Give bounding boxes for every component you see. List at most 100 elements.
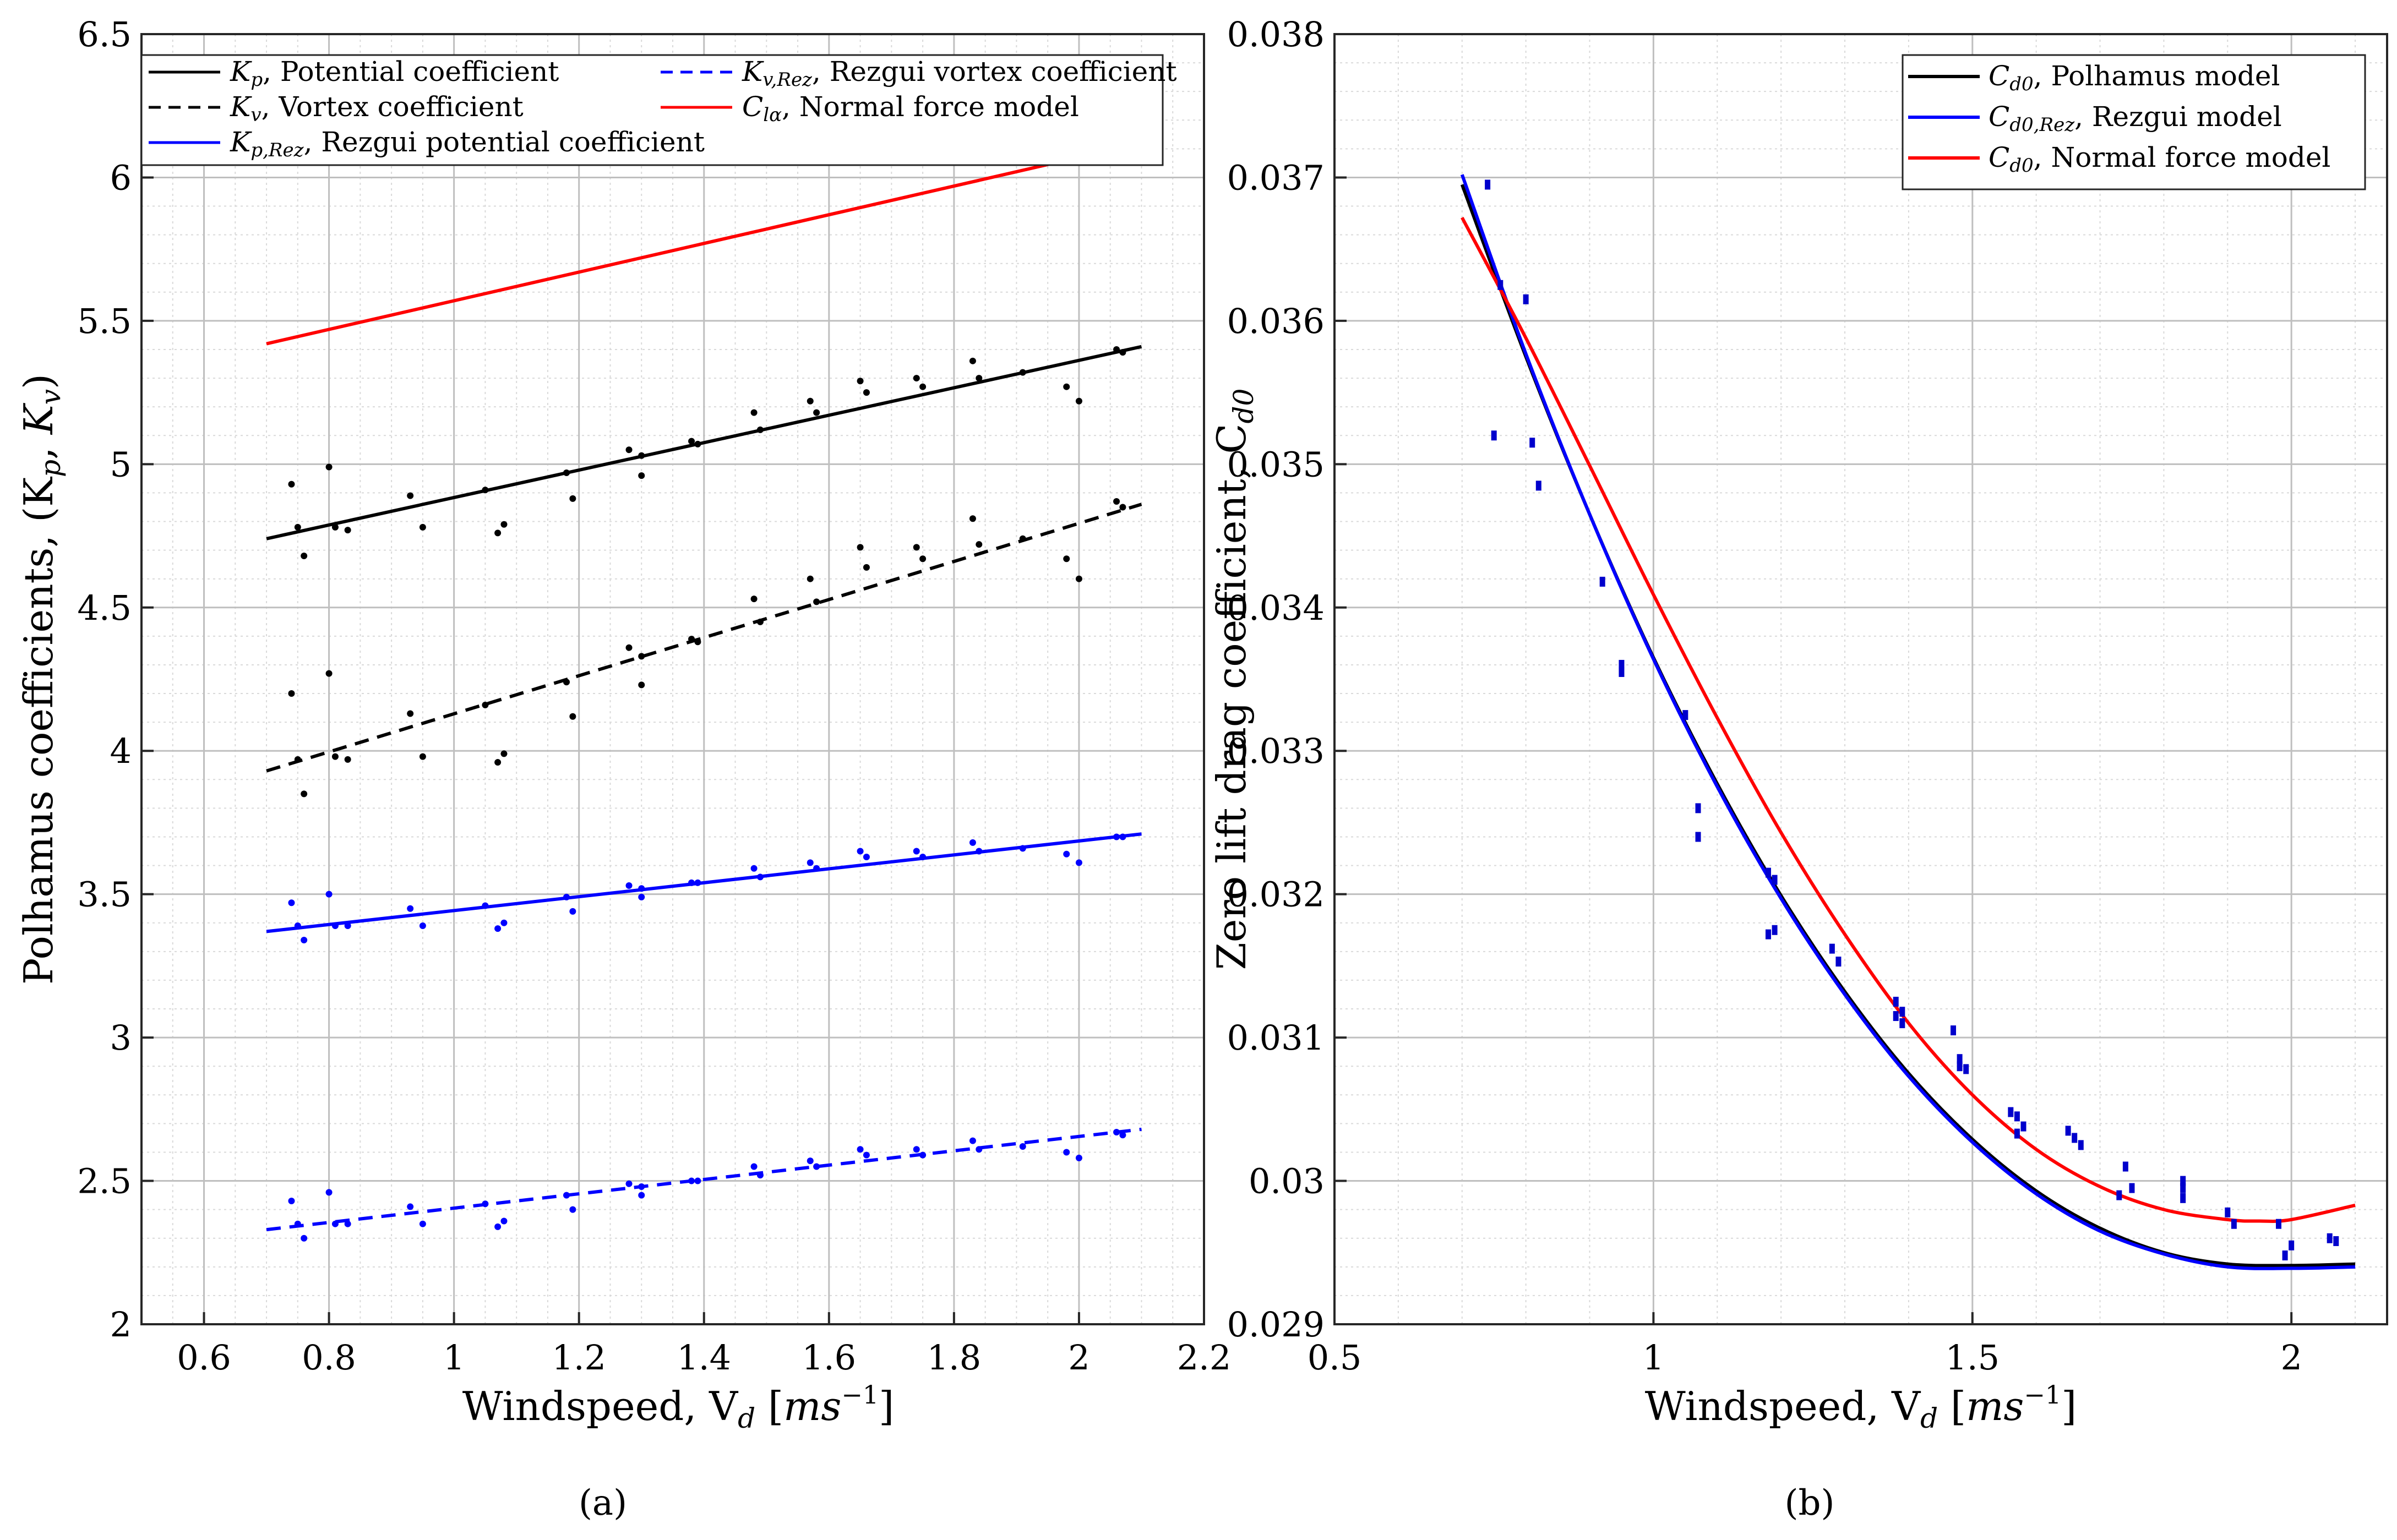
- data-point: [301, 937, 308, 944]
- data-point: [756, 1172, 764, 1179]
- data-point: [482, 1200, 489, 1208]
- data-point: [482, 487, 489, 494]
- panel-b-ticks: 0.5 1 1.5 2 0.029 0.03 0.031 0.032 0.033 0.034 0.0…: [1227, 14, 2302, 1378]
- data-point: [919, 853, 927, 860]
- panel-b-legend: Cd0, Polhamus model Cd0,Rez, Rezgui mode…: [1902, 54, 2366, 190]
- data-point: [2289, 1240, 2295, 1250]
- data-point: [1535, 480, 1541, 491]
- data-point: [694, 440, 701, 447]
- data-point: [419, 922, 426, 929]
- data-point: [1019, 1143, 1026, 1150]
- data-point: [625, 644, 633, 651]
- y-tick-label: 6.5: [77, 14, 132, 54]
- panel-b-grid: [1333, 33, 2387, 1325]
- data-point: [2180, 1193, 2186, 1203]
- data-point: [494, 529, 502, 537]
- y-tick-label: 0.03: [1249, 1161, 1325, 1202]
- fit-line-c-l-: [266, 141, 1142, 346]
- data-point: [563, 679, 570, 686]
- panel-a-data-points: [288, 346, 1126, 1242]
- panel-a-subfigure-label: (a): [579, 1483, 627, 1523]
- data-point: [688, 1177, 695, 1184]
- data-point: [1765, 867, 1771, 878]
- y-tick-label: 0.029: [1227, 1304, 1325, 1345]
- data-point: [407, 905, 414, 912]
- data-point: [969, 357, 976, 364]
- legend-kvrez: Kv,Rez, Rezgui vortex coefficient: [742, 56, 1177, 91]
- y-tick-label: 3: [110, 1018, 132, 1058]
- data-point: [563, 1192, 570, 1199]
- data-point: [638, 885, 645, 892]
- panel-a-ylabel: Polhamus coefficients, (Kp, Kv): [15, 374, 67, 985]
- y-tick-label: 0.037: [1227, 157, 1325, 198]
- y-tick-label: 6: [110, 157, 132, 198]
- data-point: [1075, 859, 1082, 866]
- data-point: [1599, 576, 1605, 587]
- data-point: [294, 922, 301, 929]
- y-tick-label: 0.035: [1227, 444, 1325, 484]
- panel-a-legend: Kp, Potential coefficient Kv, Vortex coe…: [140, 54, 1177, 166]
- y-tick-label: 3.5: [77, 875, 132, 915]
- legend-kv: Kv, Vortex coefficient: [230, 91, 524, 126]
- data-point: [325, 463, 333, 471]
- data-point: [344, 1220, 351, 1227]
- data-point: [1529, 438, 1535, 448]
- data-point: [500, 919, 508, 926]
- data-point: [688, 438, 695, 445]
- data-point: [294, 523, 301, 531]
- x-tick-label: 0.5: [1308, 1337, 1362, 1378]
- data-point: [2122, 1161, 2128, 1172]
- panel-a-xlabel: Windspeed, Vd [ms−1]: [462, 1380, 894, 1434]
- data-point: [494, 1223, 502, 1230]
- data-point: [807, 575, 814, 582]
- data-point: [863, 1151, 870, 1159]
- data-point: [331, 922, 339, 929]
- y-tick-label: 0.038: [1227, 14, 1325, 54]
- data-point: [569, 713, 576, 720]
- y-tick-label: 4.5: [77, 588, 132, 628]
- legend-pol: Cd0, Polhamus model: [1989, 60, 2280, 95]
- data-point: [2282, 1250, 2288, 1260]
- data-point: [1957, 1054, 1963, 1064]
- data-point: [625, 882, 633, 889]
- data-point: [2014, 1128, 2020, 1139]
- data-point: [638, 893, 645, 900]
- data-point: [1772, 875, 1778, 885]
- data-point: [331, 523, 339, 531]
- data-point: [301, 553, 308, 560]
- data-point: [1063, 555, 1070, 563]
- x-tick-label: 1.8: [927, 1337, 982, 1378]
- data-point: [1497, 280, 1503, 290]
- data-point: [1113, 346, 1120, 353]
- data-point: [1899, 1007, 1905, 1017]
- data-point: [1523, 294, 1529, 304]
- data-point: [913, 375, 920, 382]
- data-point: [688, 636, 695, 643]
- data-point: [756, 873, 764, 881]
- x-tick-label: 1.2: [552, 1337, 606, 1378]
- data-point: [694, 879, 701, 886]
- data-point: [1119, 504, 1126, 511]
- curve-c-d0-normal-force-model: [1461, 216, 2356, 1223]
- curve-c-d0-rez-rezgui-model: [1460, 174, 2356, 1270]
- y-tick-label: 0.031: [1227, 1018, 1325, 1058]
- data-point: [301, 790, 308, 798]
- data-point: [482, 902, 489, 909]
- data-point: [331, 1220, 339, 1227]
- data-point: [807, 397, 814, 405]
- data-point: [2014, 1111, 2020, 1122]
- data-point: [1963, 1064, 1969, 1074]
- y-tick-label: 5.5: [77, 301, 132, 341]
- legend-kprez: Kp,Rez, Rezgui potential coefficient: [230, 126, 705, 161]
- data-point: [2276, 1219, 2282, 1229]
- data-point: [750, 1163, 758, 1170]
- data-point: [288, 1198, 295, 1205]
- fit-line-k-p-fit: [266, 345, 1142, 540]
- data-point: [976, 541, 983, 548]
- x-tick-label: 1: [1643, 1337, 1664, 1378]
- y-tick-label: 0.032: [1227, 875, 1325, 915]
- data-point: [969, 515, 976, 522]
- data-point: [1485, 179, 1491, 190]
- x-tick-label: 1.5: [1945, 1337, 2000, 1378]
